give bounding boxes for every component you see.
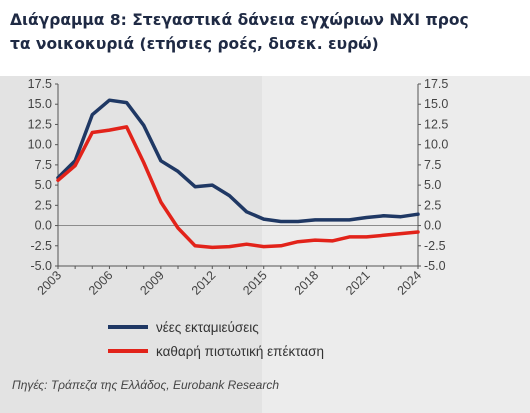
y-tick-label-right: -5.0 [424,259,446,273]
y-tick-label-left: -2.5 [30,239,52,253]
y-tick-label-left: 17.5 [28,77,52,91]
y-tick-label-left: 10.0 [28,138,52,152]
series-line-net-credit-expansion [56,125,420,250]
series-line-new-disbursements [56,98,420,224]
y-tick-label-right: 10.0 [424,138,448,152]
chart-panel: 17.5 17.5 15.0 15.0 12.5 12.5 10.0 10.0 7.5 7.5 5.… [0,76,530,413]
legend-label-net-credit-expansion: καθαρή πιστωτική επέκταση [156,344,324,359]
y-tick-label-right: 5.0 [424,178,441,192]
panel-background-right [262,76,530,413]
line-chart: 17.5 17.5 15.0 15.0 12.5 12.5 10.0 10.0 7.5 7.5 5.… [0,76,530,413]
chart-title: Διάγραμμα 8: Στεγαστικά δάνεια εγχώριων … [10,11,469,53]
source-note: Πηγές: Τράπεζα της Ελλάδος, Eurobank Res… [12,378,279,392]
y-tick-label-left: -5.0 [30,259,52,273]
y-tick-label-right: -2.5 [424,239,446,253]
y-tick-label-left: 12.5 [28,117,52,131]
y-tick-label-right: 12.5 [424,117,448,131]
y-tick-label-left: 7.5 [35,158,52,172]
legend-label-new-disbursements: νέες εκταμιεύσεις [156,320,259,335]
y-tick-label-left: 5.0 [35,178,52,192]
legend: νέες εκταμιεύσεις καθαρή πιστωτική επέκτ… [108,320,324,359]
y-tick-label-right: 2.5 [424,198,441,212]
y-tick-label-right: 17.5 [424,77,448,91]
series-lines [56,98,420,250]
y-tick-label-left: 0.0 [35,219,52,233]
y-tick-label-right: 0.0 [424,219,441,233]
y-tick-label-right: 15.0 [424,97,448,111]
y-tick-label-right: 7.5 [424,158,441,172]
y-tick-label-left: 15.0 [28,97,52,111]
y-tick-label-left: 2.5 [35,198,52,212]
